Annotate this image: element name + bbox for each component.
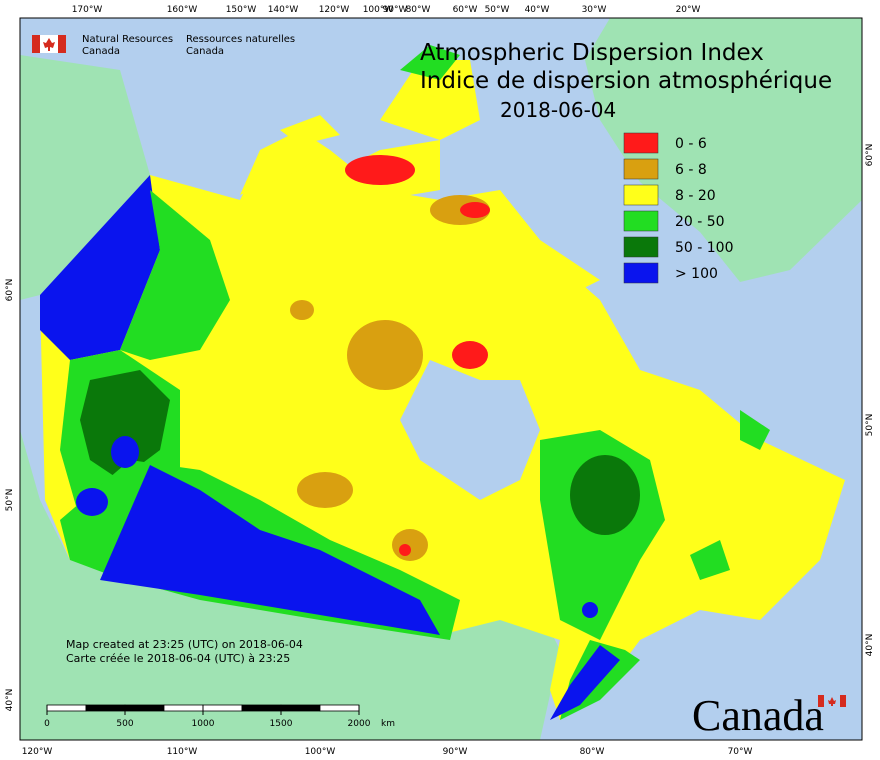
red-zone: [345, 155, 415, 185]
legend-label: 0 - 6: [675, 136, 707, 152]
scale-segment: [46, 704, 87, 712]
green-zone: [400, 45, 460, 80]
lat-label: 50°N: [865, 414, 875, 437]
legend-label: 8 - 20: [675, 188, 716, 204]
orange-zone: [392, 529, 428, 561]
darkgreen-zone: [80, 370, 170, 480]
lon-label: 120°W: [319, 5, 350, 15]
title-en: Atmospheric Dispersion Index: [420, 40, 764, 66]
blue-zone: [582, 602, 598, 618]
title-fr: Indice de dispersion atmosphérique: [420, 68, 832, 94]
maple-leaf: [828, 697, 836, 706]
scale-segment: [163, 704, 204, 712]
lon-label: 80°W: [406, 5, 431, 15]
lon-label: 70°W: [728, 747, 753, 757]
flag-band: [32, 35, 40, 53]
lon-label: 60°W: [453, 5, 478, 15]
org-fr: Ressources naturelles: [186, 34, 295, 45]
green-zone: [120, 190, 230, 360]
blue-zone: [550, 645, 620, 720]
credit-line: Carte créée le 2018-06-04 (UTC) à 23:25: [66, 652, 290, 665]
orange-zone: [297, 472, 353, 508]
greenland: [585, 18, 862, 282]
nrcan-signature: [32, 35, 846, 707]
lon-label: 20°W: [676, 5, 701, 15]
blue-zone: [40, 175, 160, 360]
org-fr: Canada: [186, 46, 224, 57]
flag-band: [818, 695, 824, 707]
lon-label: 160°W: [167, 5, 198, 15]
scale-label: 1500: [270, 719, 293, 729]
red-zone: [452, 341, 488, 369]
org-en: Canada: [82, 46, 120, 57]
scale-segment: [85, 704, 126, 712]
legend-swatch: [623, 210, 659, 232]
legend-label: 20 - 50: [675, 214, 725, 230]
orange-zone: [290, 300, 314, 320]
island: [380, 60, 480, 140]
blue-zone: [76, 488, 108, 516]
green-zone: [690, 540, 730, 580]
lat-label: 40°N: [865, 634, 875, 657]
darkgreen-zone: [570, 455, 640, 535]
org-en: Natural Resources: [82, 34, 173, 45]
lon-label: 150°W: [226, 5, 257, 15]
lon-label: 170°W: [72, 5, 103, 15]
blue-zone: [100, 465, 440, 635]
scale-label: 1000: [192, 719, 215, 729]
united-states: [20, 430, 560, 740]
legend-label: 50 - 100: [675, 240, 734, 256]
lon-label: 140°W: [268, 5, 299, 15]
lon-label: 90°W: [383, 5, 408, 15]
lon-label: 80°W: [580, 747, 605, 757]
legend-swatch: [623, 158, 659, 180]
lon-label: 40°W: [525, 5, 550, 15]
island: [240, 130, 330, 195]
scale-segment: [202, 704, 243, 712]
red-zone: [399, 544, 411, 556]
blue-zone: [111, 436, 139, 468]
lat-label: 40°N: [5, 689, 15, 712]
lon-label: 120°W: [22, 747, 53, 757]
maple-leaf: [43, 38, 55, 51]
hudson-bay: [400, 360, 540, 500]
scale-segment: [319, 704, 360, 712]
wordmark: Canada: [692, 691, 824, 740]
basemap: [19, 17, 863, 741]
scale-label: 2000: [348, 719, 371, 729]
lon-label: 110°W: [167, 747, 198, 757]
scale-segment: [124, 704, 165, 712]
legend-swatch: [623, 184, 659, 206]
scale-segment: [280, 704, 321, 712]
map-date: 2018-06-04: [500, 98, 616, 122]
frame: [19, 17, 863, 741]
lon-label: 100°W: [363, 5, 394, 15]
lon-label: 50°W: [485, 5, 510, 15]
lat-label: 60°N: [865, 144, 875, 167]
flag-band: [58, 35, 66, 53]
flag-band: [840, 695, 846, 707]
lat-label: 60°N: [5, 279, 15, 302]
legend-label: 6 - 8: [675, 162, 707, 178]
scale-label: 500: [116, 719, 133, 729]
scale-label: 0: [44, 719, 50, 729]
legend-swatch: [623, 262, 659, 284]
scale-segment: [241, 704, 282, 712]
lat-label: 50°N: [5, 489, 15, 512]
island: [280, 115, 340, 145]
legend-label: > 100: [675, 266, 718, 282]
credit-line: Map created at 23:25 (UTC) on 2018-06-04: [66, 638, 303, 651]
red-zone: [460, 202, 490, 218]
lon-label: 100°W: [305, 747, 336, 757]
scale-unit: km: [381, 719, 395, 729]
legend-swatch: [623, 132, 659, 154]
green-zone: [740, 410, 770, 450]
orange-zone: [347, 320, 423, 390]
alaska: [20, 55, 150, 300]
lon-label: 30°W: [582, 5, 607, 15]
lon-label: 90°W: [443, 747, 468, 757]
legend-swatch: [623, 236, 659, 258]
